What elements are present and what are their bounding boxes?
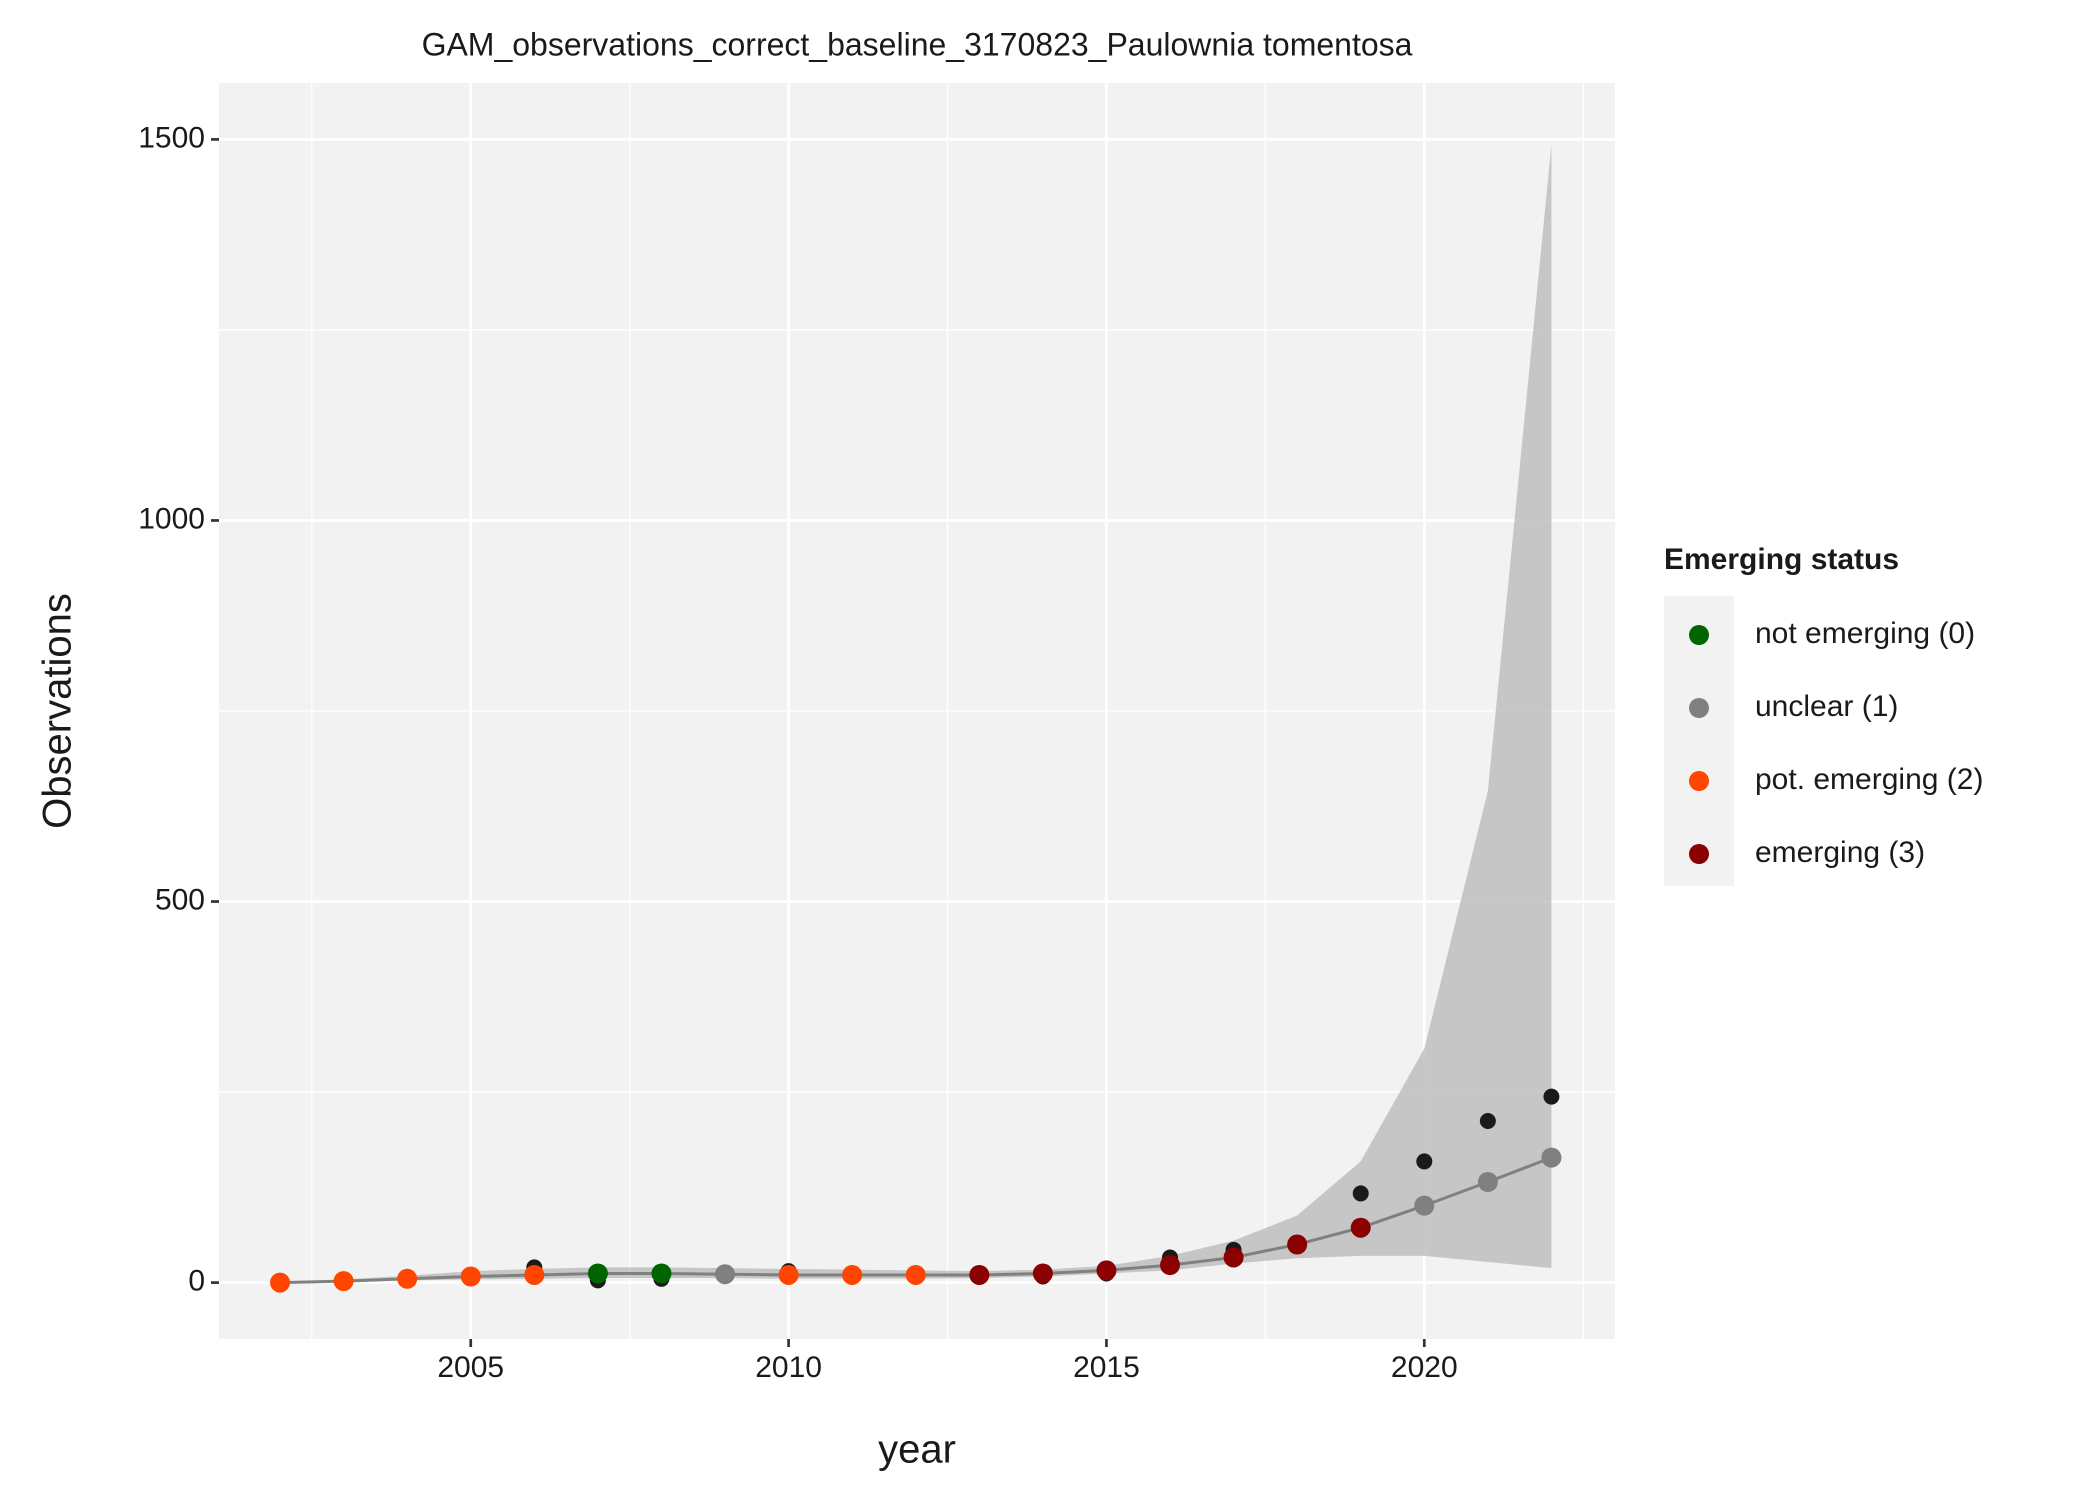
legend-marker [1689, 698, 1709, 718]
y-axis-title: Observations [36, 593, 80, 829]
fitted-point [1032, 1263, 1053, 1284]
fitted-point [778, 1264, 799, 1285]
fitted-point [1414, 1195, 1435, 1216]
fitted-point [651, 1263, 672, 1284]
legend-marker [1689, 625, 1709, 645]
fitted-point [270, 1272, 291, 1293]
x-tick-label: 2015 [1073, 1351, 1140, 1384]
observed-point [1416, 1153, 1433, 1170]
legend-label: not emerging (0) [1755, 617, 1975, 650]
x-tick-label: 2010 [755, 1351, 822, 1384]
observed-point [1543, 1088, 1560, 1105]
fitted-point [842, 1264, 863, 1285]
fitted-point [1541, 1147, 1562, 1168]
y-tick-label: 500 [155, 883, 205, 916]
x-axis-title: year [878, 1428, 956, 1472]
observed-point [1352, 1185, 1369, 1202]
legend-label: unclear (1) [1755, 690, 1898, 723]
legend-title: Emerging status [1664, 543, 1899, 576]
fitted-point [397, 1268, 418, 1289]
fitted-point [1350, 1217, 1371, 1238]
observed-point [1479, 1113, 1496, 1130]
fitted-point [1223, 1247, 1244, 1268]
x-tick-label: 2005 [437, 1351, 504, 1384]
fitted-point [1160, 1255, 1181, 1276]
fitted-point [587, 1263, 608, 1284]
legend-label: emerging (3) [1755, 836, 1925, 869]
chart-title: GAM_observations_correct_baseline_317082… [422, 26, 1413, 62]
fitted-point [715, 1264, 736, 1285]
y-tick-label: 0 [188, 1265, 205, 1298]
y-tick-label: 1500 [138, 121, 205, 154]
fitted-point [905, 1264, 926, 1285]
fitted-point [460, 1266, 481, 1287]
fitted-point [969, 1264, 990, 1285]
fitted-point [1287, 1234, 1308, 1255]
fitted-point [1096, 1260, 1117, 1281]
legend-marker [1689, 844, 1709, 864]
legend-marker [1689, 771, 1709, 791]
fitted-point [333, 1271, 354, 1292]
x-tick-label: 2020 [1391, 1351, 1458, 1384]
fitted-point [524, 1264, 545, 1285]
legend-label: pot. emerging (2) [1755, 763, 1983, 796]
fitted-point [1477, 1172, 1498, 1192]
y-tick-label: 1000 [138, 502, 205, 535]
